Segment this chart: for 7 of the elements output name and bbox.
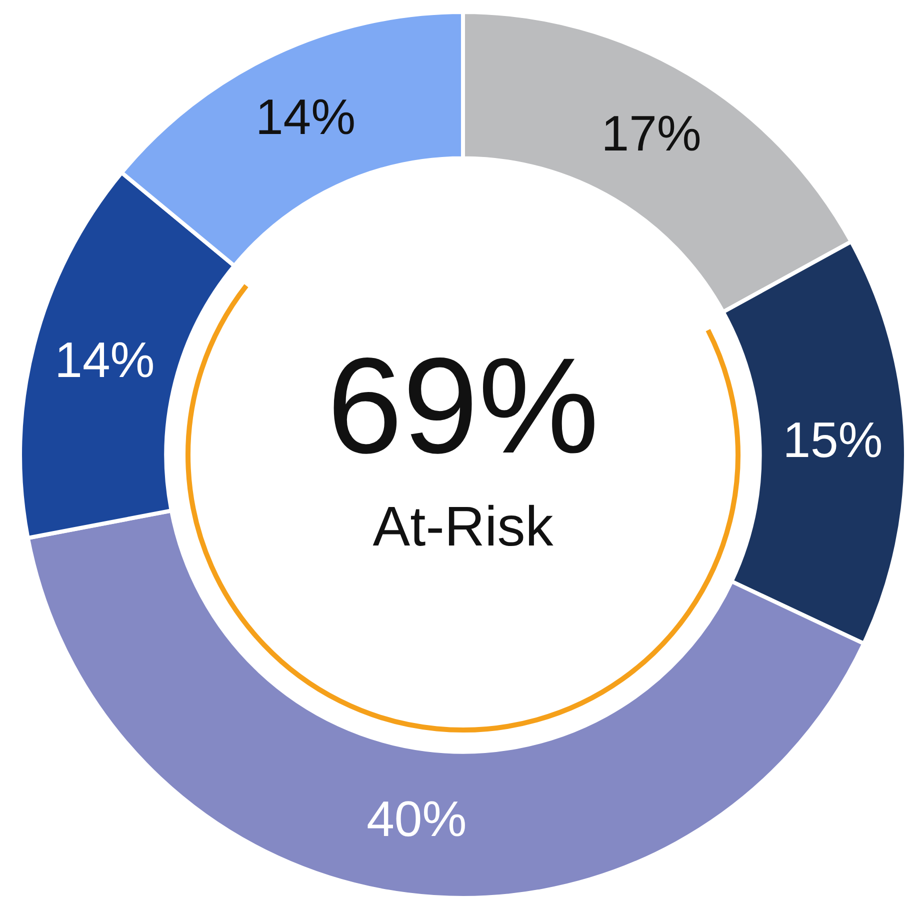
text: At-Risk xyxy=(372,494,554,558)
data-label: 17% xyxy=(601,105,702,162)
text: 69% xyxy=(326,330,600,482)
data-label: 15% xyxy=(782,412,883,468)
data-label: 14% xyxy=(255,89,356,146)
data-label: 14% xyxy=(54,332,155,388)
data-label: 40% xyxy=(366,790,467,847)
